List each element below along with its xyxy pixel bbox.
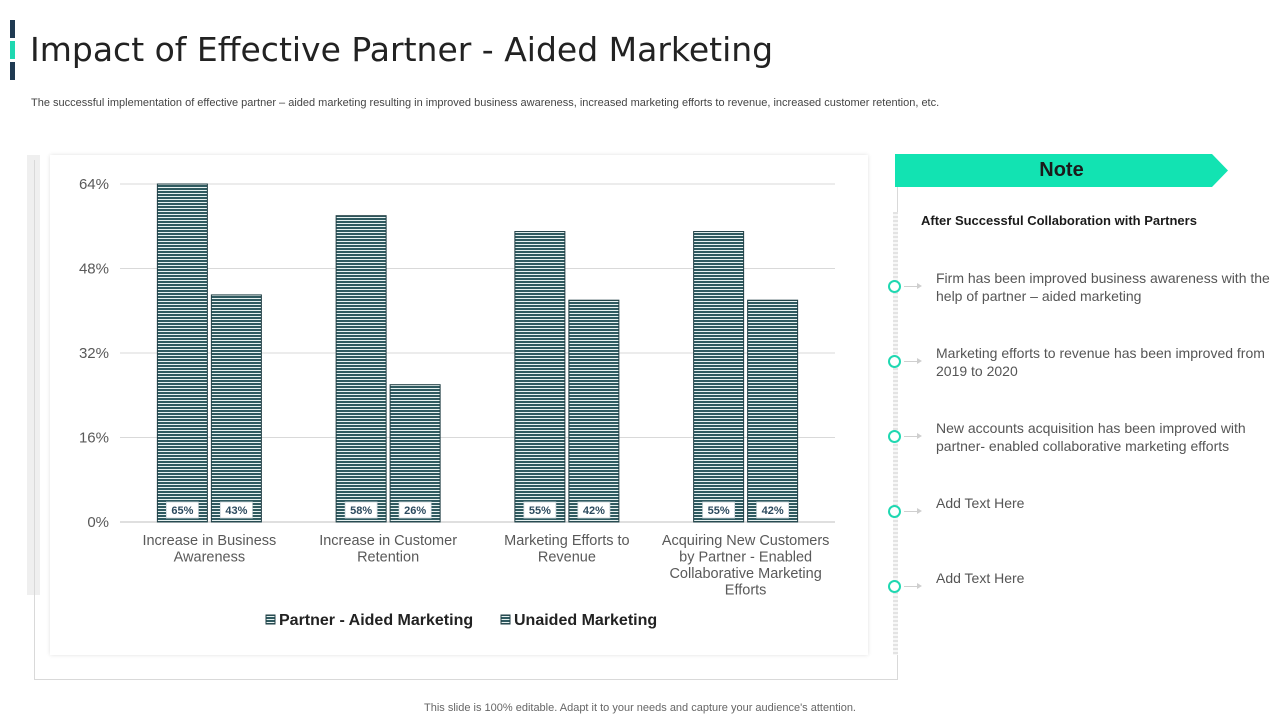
- note-item: Add Text Here: [888, 570, 1278, 598]
- note-heading: After Successful Collaboration with Part…: [921, 213, 1197, 228]
- arrow-right-icon: [904, 433, 922, 439]
- x-tick-label: Awareness: [174, 550, 245, 566]
- note-item: Add Text Here: [888, 495, 1278, 523]
- legend-label: Unaided Marketing: [514, 612, 657, 629]
- page-title: Impact of Effective Partner - Aided Mark…: [30, 30, 774, 69]
- note-item-text: Add Text Here: [936, 495, 1025, 511]
- y-tick-label: 0%: [87, 514, 109, 531]
- note-item-text: Add Text Here: [936, 570, 1025, 586]
- data-label: 55%: [529, 505, 551, 517]
- note-item: Firm has been improved business awarenes…: [888, 270, 1278, 304]
- data-label-box: [398, 501, 432, 519]
- accent-bar-bottom: [10, 62, 15, 80]
- bar: [747, 299, 799, 523]
- page-subtitle: The successful implementation of effecti…: [31, 97, 940, 109]
- bar: [693, 231, 745, 523]
- y-tick-label: 32%: [79, 345, 109, 362]
- legend-label: Partner - Aided Marketing: [279, 612, 473, 629]
- data-label: 42%: [583, 505, 605, 517]
- x-tick-label: Efforts: [725, 583, 767, 599]
- data-label-box: [344, 501, 378, 519]
- data-label-box: [219, 501, 253, 519]
- note-item: Marketing efforts to revenue has been im…: [888, 345, 1278, 379]
- x-tick-label: Increase in Business: [142, 533, 276, 549]
- data-label-box: [702, 501, 736, 519]
- note-banner: Note: [895, 154, 1228, 187]
- data-label-box: [165, 501, 199, 519]
- y-tick-label: 64%: [79, 176, 109, 193]
- note-title: Note: [1039, 159, 1084, 181]
- note-item-text: Marketing efforts to revenue has been im…: [936, 345, 1265, 379]
- y-tick-label: 16%: [79, 430, 109, 447]
- arrow-right-icon: [904, 283, 922, 289]
- data-label: 58%: [350, 505, 372, 517]
- note-item: New accounts acquisition has been improv…: [888, 420, 1278, 454]
- note-item-text: Firm has been improved business awarenes…: [936, 270, 1270, 304]
- data-label-box: [756, 501, 790, 519]
- bar: [335, 215, 387, 523]
- data-label: 55%: [708, 505, 730, 517]
- note-item-text: New accounts acquisition has been improv…: [936, 420, 1246, 454]
- x-tick-label: Marketing Efforts to: [504, 533, 629, 549]
- bar: [156, 183, 208, 523]
- chart-card: 0% 16% 32% 48% 64% 65% 43% Increase in Business…: [50, 155, 868, 655]
- accent-bar-top: [10, 20, 15, 38]
- data-label-box: [523, 501, 557, 519]
- arrow-right-icon: [904, 583, 922, 589]
- footer-note: This slide is 100% editable. Adapt it to…: [424, 702, 856, 714]
- arrow-right-icon: [904, 358, 922, 364]
- bar: [210, 294, 262, 523]
- circle-bullet-icon: [888, 505, 901, 518]
- x-tick-label: by Partner - Enabled: [679, 550, 812, 566]
- data-label: 65%: [171, 505, 193, 517]
- data-label: 43%: [225, 505, 247, 517]
- y-tick-label: 48%: [79, 261, 109, 278]
- data-label: 42%: [762, 505, 784, 517]
- x-tick-label: Revenue: [538, 550, 596, 566]
- title-accent: [10, 20, 15, 80]
- circle-bullet-icon: [888, 280, 901, 293]
- x-tick-label: Collaborative Marketing: [669, 566, 821, 582]
- data-label-box: [577, 501, 611, 519]
- circle-bullet-icon: [888, 580, 901, 593]
- circle-bullet-icon: [888, 430, 901, 443]
- x-tick-label: Acquiring New Customers: [662, 533, 830, 549]
- arrow-right-icon: [904, 508, 922, 514]
- bar: [389, 384, 441, 523]
- data-label: 26%: [404, 505, 426, 517]
- circle-bullet-icon: [888, 355, 901, 368]
- bar-chart: 0% 16% 32% 48% 64% 65% 43% Increase in Business…: [79, 176, 835, 629]
- bar: [514, 231, 566, 523]
- decorative-strip: [27, 155, 40, 595]
- legend-swatch: [500, 614, 511, 625]
- note-banner-shape: [895, 154, 1228, 187]
- x-tick-label: Retention: [357, 550, 419, 566]
- bar: [568, 299, 620, 523]
- accent-bar-middle: [10, 41, 15, 59]
- x-tick-label: Increase in Customer: [319, 533, 457, 549]
- legend-swatch: [265, 614, 276, 625]
